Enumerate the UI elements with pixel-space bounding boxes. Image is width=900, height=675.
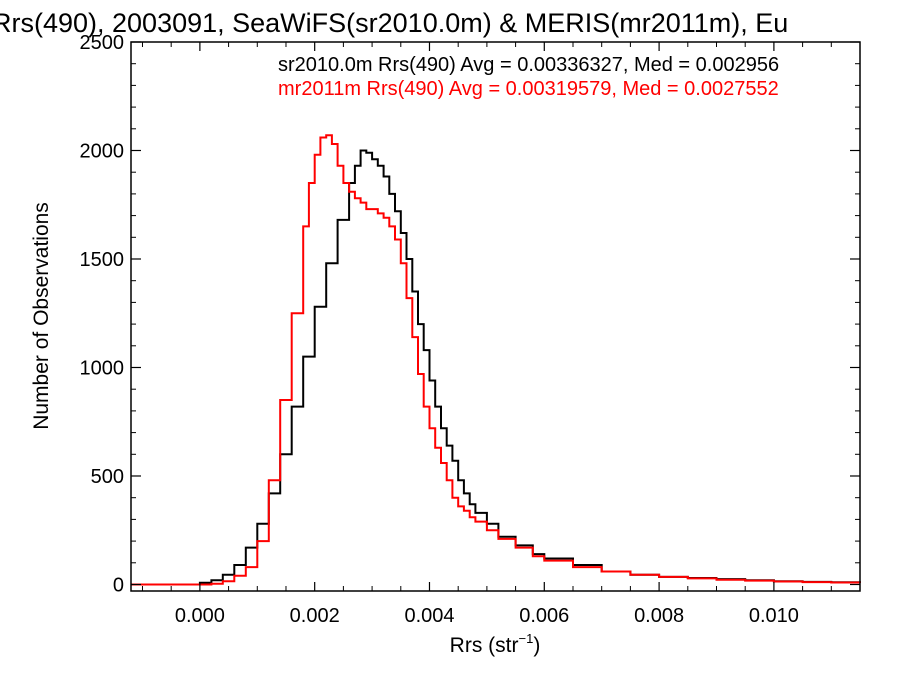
legend: sr2010.0m Rrs(490) Avg = 0.00336327, Med… <box>278 54 779 100</box>
x-tick-label: 0.008 <box>634 605 684 627</box>
x-axis-title: Rrs (str−1) <box>450 631 541 657</box>
y-axis-title: Number of Observations <box>30 202 53 430</box>
legend-entry-mr2011m: mr2011m Rrs(490) Avg = 0.00319579, Med =… <box>278 78 779 100</box>
y-tick-label: 0 <box>113 574 124 596</box>
y-tick-label: 1500 <box>80 249 125 271</box>
y-tick-label: 2000 <box>80 140 125 162</box>
series-line-mr2011m <box>131 134 861 586</box>
legend-entry-sr2010.0m: sr2010.0m Rrs(490) Avg = 0.00336327, Med… <box>278 54 779 76</box>
y-axis: 0 500 1000 1500 2000 2500 <box>80 32 860 596</box>
x-axis-title-superscript: −1 <box>519 631 534 646</box>
x-tick-label: 0.006 <box>519 605 569 627</box>
x-tick-label: 0.010 <box>749 605 799 627</box>
x-axis-title-close: ) <box>533 634 540 657</box>
chart-title: Rrs(490), 2003091, SeaWiFS(sr2010.0m) & … <box>0 8 788 38</box>
x-tick-label: 0.004 <box>404 605 454 627</box>
series-layer <box>131 134 861 586</box>
series-line-sr2010.0m <box>131 149 861 586</box>
y-tick-label: 2500 <box>80 32 125 54</box>
x-tick-label: 0.000 <box>175 605 225 627</box>
x-axis-title-main: Rrs (str <box>450 634 519 657</box>
y-tick-label: 1000 <box>80 357 125 379</box>
y-tick-label: 500 <box>91 466 124 488</box>
plot-frame <box>130 41 861 592</box>
x-tick-label: 0.002 <box>290 605 340 627</box>
x-axis: 0.000 0.002 0.004 0.006 0.008 0.010 <box>141 42 832 627</box>
